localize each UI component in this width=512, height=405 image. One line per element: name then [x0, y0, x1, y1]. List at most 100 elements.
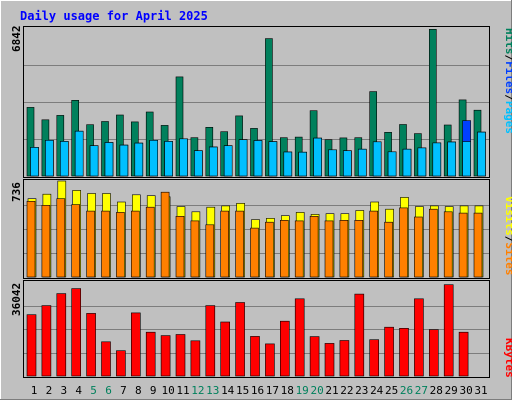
day-label-20: 20: [310, 384, 323, 397]
sites-bar-day-16: [250, 227, 259, 278]
pages-bar-day-21: [328, 149, 337, 177]
panel-hits-max-label: 6842: [10, 26, 23, 53]
pages-bar-day-8: [134, 142, 144, 177]
kbytes-bar-day-15: [235, 302, 245, 377]
day-label-9: 9: [150, 384, 157, 397]
legend-visits: Visits: [503, 196, 512, 236]
sites-bar-day-1: [26, 201, 36, 278]
day-label-8: 8: [135, 384, 142, 397]
kbytes-bar-day-20: [309, 336, 320, 377]
sites-bar-day-11: [175, 216, 185, 278]
day-label-14: 14: [221, 384, 235, 397]
sites-bar-day-21: [324, 220, 334, 278]
pages-bar-day-16: [253, 140, 263, 177]
kbytes-bar-day-4: [71, 288, 81, 377]
legend-files: Files: [503, 61, 512, 94]
sites-bar-day-8: [131, 210, 140, 278]
kbytes-bar-day-10: [160, 335, 171, 377]
pages-bar-day-3: [59, 141, 69, 177]
kbytes-bar-day-21: [324, 343, 335, 377]
day-label-30: 30: [459, 384, 472, 397]
sites-bar-day-22: [339, 220, 349, 278]
kbytes-bar-day-13: [205, 305, 216, 377]
day-label-17: 17: [266, 384, 279, 397]
kbytes-bar-day-23: [354, 293, 365, 377]
panel-hits-bars: [26, 28, 486, 177]
day-label-3: 3: [60, 384, 67, 397]
x-axis-day-labels: 1 2 3 4 5 6 7 8 9 10 11 12 13 14 15 16 17 18 19 20 21 22 23 24 2…: [31, 384, 488, 397]
pages-bar-day-12: [194, 150, 203, 177]
sites-bar-day-24: [369, 210, 379, 278]
day-label-27: 27: [415, 384, 428, 397]
panel-visits: 736 Visits/Sites: [10, 179, 512, 279]
pages-bar-day-19: [298, 151, 308, 177]
sites-bar-day-19: [294, 220, 304, 278]
legend-separator: /: [503, 236, 512, 243]
sites-bar-day-9: [145, 206, 155, 278]
kbytes-bar-day-17: [265, 343, 275, 377]
day-label-2: 2: [46, 384, 53, 397]
pages-bar-day-23: [357, 148, 367, 177]
kbytes-bar-day-29: [443, 284, 454, 377]
day-label-15: 15: [236, 384, 249, 397]
pages-bar-day-28: [432, 142, 442, 177]
day-label-4: 4: [75, 384, 82, 397]
kbytes-bar-day-3: [56, 293, 67, 377]
sites-bar-day-20: [309, 216, 319, 278]
sites-bar-day-13: [205, 224, 215, 278]
kbytes-bar-day-5: [86, 313, 96, 377]
day-label-25: 25: [385, 384, 398, 397]
panel-kbytes: 36042 KBytes: [10, 280, 512, 378]
day-label-10: 10: [161, 384, 174, 397]
pages-bar-day-20: [313, 137, 322, 177]
day-label-18: 18: [281, 384, 294, 397]
pages-bar-day-30: [462, 141, 471, 177]
day-label-28: 28: [430, 384, 443, 397]
pages-bar-day-17: [268, 141, 278, 177]
sites-bar-day-18: [279, 220, 289, 278]
panel-visits-bars: [26, 180, 484, 278]
sites-bar-day-7: [116, 212, 125, 278]
day-label-23: 23: [355, 384, 368, 397]
pages-bar-day-7: [119, 144, 129, 177]
day-label-29: 29: [445, 384, 458, 397]
legend-sites: Sites: [503, 242, 512, 275]
sites-bar-day-25: [384, 221, 393, 278]
pages-bar-day-26: [402, 148, 412, 177]
chart-title: Daily usage for April 2025: [20, 9, 208, 23]
pages-bar-day-18: [283, 151, 293, 177]
legend-separator: /: [503, 55, 512, 62]
kbytes-bar-day-8: [131, 312, 141, 377]
kbytes-bar-day-2: [41, 305, 52, 377]
pages-bar-day-11: [179, 138, 188, 177]
pages-bar-day-24: [372, 141, 382, 177]
kbytes-bar-day-19: [294, 298, 305, 377]
pages-bar-day-29: [447, 141, 457, 177]
day-label-13: 13: [206, 384, 219, 397]
panel-kbytes-legend: KBytes: [503, 338, 512, 378]
pages-bar-day-10: [164, 141, 173, 177]
pages-bar-day-13: [209, 146, 218, 177]
day-label-6: 6: [105, 384, 112, 397]
sites-bar-day-27: [414, 216, 423, 278]
day-label-31: 31: [474, 384, 487, 397]
kbytes-bar-day-30: [458, 331, 469, 377]
day-label-5: 5: [90, 384, 97, 397]
kbytes-bar-day-26: [399, 327, 409, 377]
pages-bar-day-2: [45, 140, 54, 177]
kbytes-bar-day-1: [26, 314, 37, 377]
panel-hits-legend: Hits/Files/Pages: [503, 28, 512, 134]
panel-visits-legend: Visits/Sites: [503, 196, 512, 276]
pages-bar-day-5: [89, 145, 99, 177]
kbytes-bar-day-12: [190, 340, 201, 377]
legend-text: Hits/Files/Pages: [503, 28, 512, 134]
pages-bar-day-27: [417, 147, 427, 177]
day-label-12: 12: [191, 384, 204, 397]
sites-bar-day-28: [428, 208, 438, 278]
pages-bar-day-9: [149, 140, 158, 177]
panel-kbytes-max-label: 36042: [10, 283, 23, 316]
sites-bar-day-30: [458, 212, 468, 278]
kbytes-bar-day-22: [339, 340, 350, 377]
day-label-26: 26: [400, 384, 413, 397]
pages-bar-day-14: [223, 145, 233, 177]
